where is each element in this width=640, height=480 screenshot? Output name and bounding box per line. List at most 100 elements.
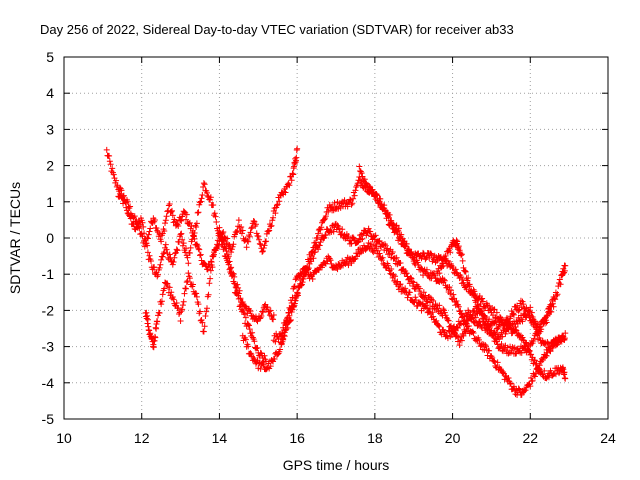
data-point <box>381 208 388 215</box>
x-tick-label-5: 20 <box>445 430 461 446</box>
data-point <box>507 380 514 387</box>
y-tick-label-3: 2 <box>46 158 54 174</box>
data-point <box>526 348 533 355</box>
data-point <box>270 316 277 323</box>
data-point <box>186 219 193 226</box>
data-point <box>268 222 275 229</box>
data-point <box>543 319 550 326</box>
data-point <box>422 292 429 299</box>
data-point <box>168 208 175 215</box>
data-point <box>183 285 190 292</box>
data-point <box>486 303 493 310</box>
data-point <box>455 303 462 310</box>
data-point <box>255 233 262 240</box>
data-point <box>561 369 568 376</box>
data-point <box>212 247 219 254</box>
data-point <box>441 276 448 283</box>
data-point <box>423 298 430 305</box>
data-point <box>448 332 455 339</box>
data-point <box>172 250 179 257</box>
data-point <box>198 195 205 202</box>
data-point <box>491 306 498 313</box>
data-point <box>345 233 352 240</box>
x-tick-label-4: 18 <box>367 430 383 446</box>
data-point <box>525 347 532 354</box>
data-point <box>175 305 182 312</box>
data-point <box>339 226 346 233</box>
data-point <box>250 217 257 224</box>
data-point <box>155 271 162 278</box>
data-point <box>478 323 485 330</box>
data-point <box>459 276 466 283</box>
data-point <box>314 234 321 241</box>
data-point <box>183 211 190 218</box>
data-point <box>133 223 140 230</box>
data-point <box>501 321 508 328</box>
data-point <box>177 216 184 223</box>
data-point <box>393 254 400 261</box>
data-point <box>359 235 366 242</box>
data-point <box>523 340 530 347</box>
data-point <box>211 210 218 217</box>
data-point <box>261 242 268 249</box>
data-point <box>351 192 358 199</box>
data-point <box>227 265 234 272</box>
data-point <box>103 146 110 153</box>
data-point <box>406 246 413 253</box>
data-point <box>440 263 447 270</box>
data-point <box>193 290 200 297</box>
data-point <box>152 334 159 341</box>
data-point <box>169 295 176 302</box>
series-track-4 <box>239 174 569 399</box>
data-point <box>479 298 486 305</box>
data-point <box>177 318 184 325</box>
data-point <box>460 264 467 271</box>
data-point <box>494 359 501 366</box>
data-point <box>270 312 277 319</box>
data-point <box>455 325 462 332</box>
data-point <box>158 256 165 263</box>
data-point <box>290 171 297 178</box>
data-point <box>191 229 198 236</box>
data-point <box>201 323 208 330</box>
data-point <box>270 337 277 344</box>
data-point <box>346 196 353 203</box>
data-point <box>470 291 477 298</box>
data-point <box>216 224 223 231</box>
data-point <box>524 307 531 314</box>
data-point <box>441 277 448 284</box>
data-point <box>434 258 441 265</box>
data-point <box>194 242 201 249</box>
data-point <box>193 220 200 227</box>
data-point <box>315 246 322 253</box>
data-point <box>122 199 129 206</box>
data-point <box>505 375 512 382</box>
data-point <box>408 275 415 282</box>
data-point <box>536 326 543 333</box>
data-point <box>197 198 204 205</box>
data-point <box>183 279 190 286</box>
data-point <box>529 377 536 384</box>
data-point <box>260 244 267 251</box>
data-point <box>491 358 498 365</box>
data-point <box>248 351 255 358</box>
data-point <box>358 170 365 177</box>
data-point <box>552 371 559 378</box>
data-point <box>506 318 513 325</box>
data-point <box>234 289 241 296</box>
data-point <box>510 383 517 390</box>
series-track-2 <box>115 180 277 325</box>
data-point <box>556 280 563 287</box>
data-point <box>460 279 467 286</box>
data-point <box>210 253 217 260</box>
data-point <box>184 254 191 261</box>
data-point <box>293 154 300 161</box>
data-point <box>561 335 568 342</box>
data-point <box>453 298 460 305</box>
y-tick-label-10: -5 <box>42 411 55 427</box>
data-point <box>142 236 149 243</box>
data-point <box>145 231 152 238</box>
data-point <box>154 318 161 325</box>
data-point <box>259 308 266 315</box>
data-point <box>294 292 301 299</box>
